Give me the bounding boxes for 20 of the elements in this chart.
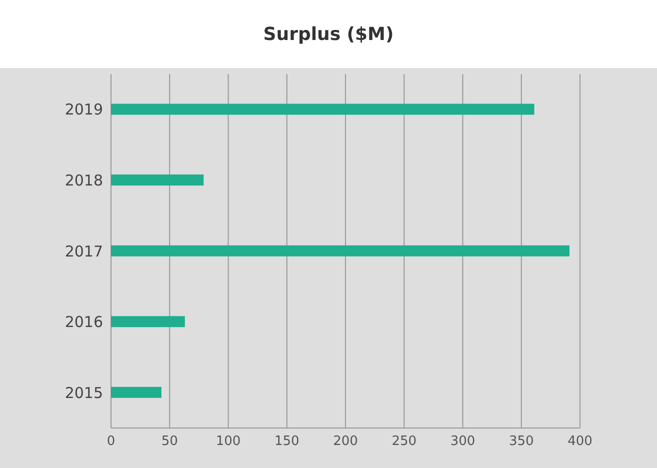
chart-title: Surplus ($M) [262, 22, 395, 46]
y-tick-label: 2019 [64, 100, 103, 119]
bar [111, 174, 204, 186]
x-tick-label: 0 [106, 434, 116, 450]
x-tick-label: 150 [274, 434, 300, 450]
x-tick-label: 100 [216, 434, 241, 450]
x-tick-label: 350 [508, 434, 534, 450]
x-tick-label: 200 [333, 434, 358, 450]
x-tick-label: 400 [568, 434, 592, 450]
bar [111, 104, 534, 115]
y-tick-label: 2016 [64, 313, 103, 332]
bar [111, 316, 185, 328]
x-tick-label: 250 [392, 434, 417, 450]
x-tick-label: 300 [450, 434, 476, 450]
y-tick-label: 2018 [64, 172, 103, 190]
x-tick-label: 50 [161, 434, 178, 450]
bar [111, 245, 570, 256]
y-tick-label: 2015 [64, 384, 103, 402]
bar [111, 386, 162, 398]
y-tick-label: 2017 [64, 242, 103, 260]
